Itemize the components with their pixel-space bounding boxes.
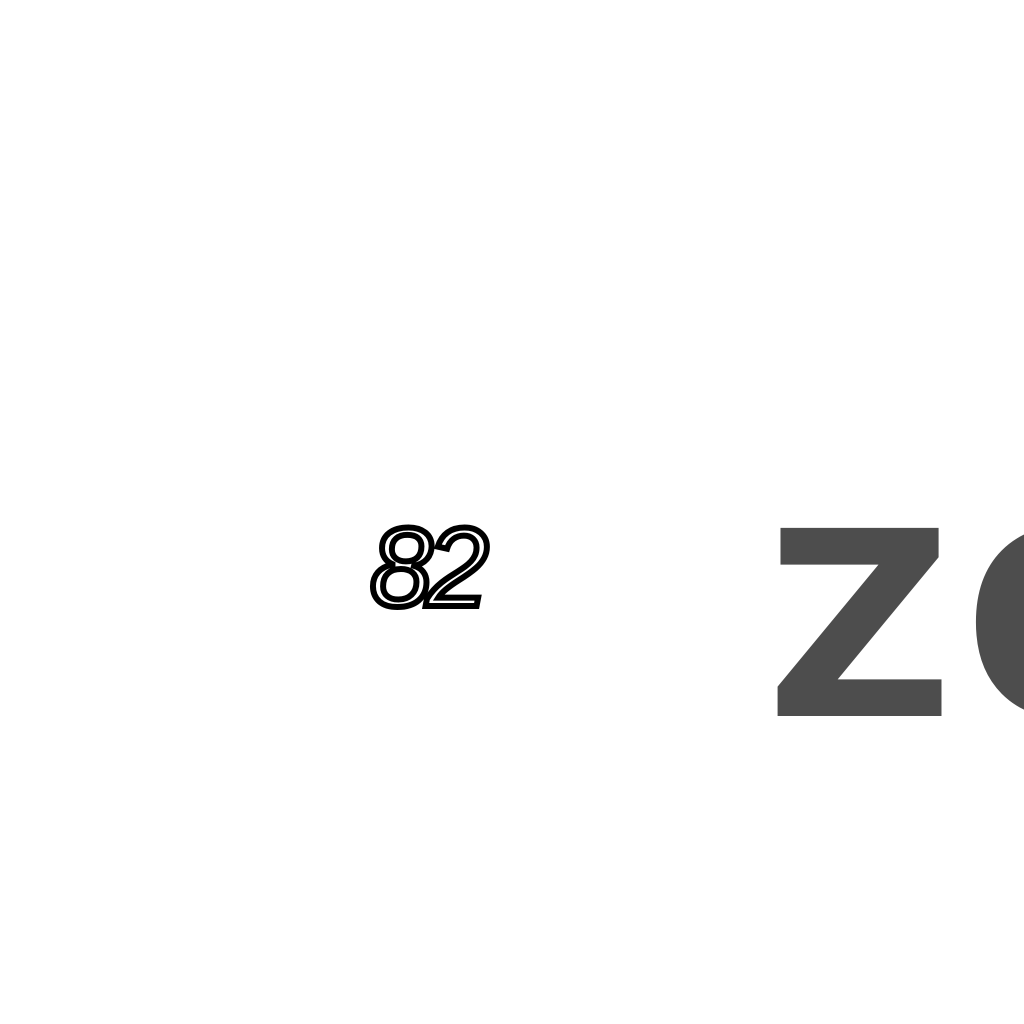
brand-text: ZO	[766, 477, 1024, 777]
number-label: 82	[367, 505, 492, 630]
